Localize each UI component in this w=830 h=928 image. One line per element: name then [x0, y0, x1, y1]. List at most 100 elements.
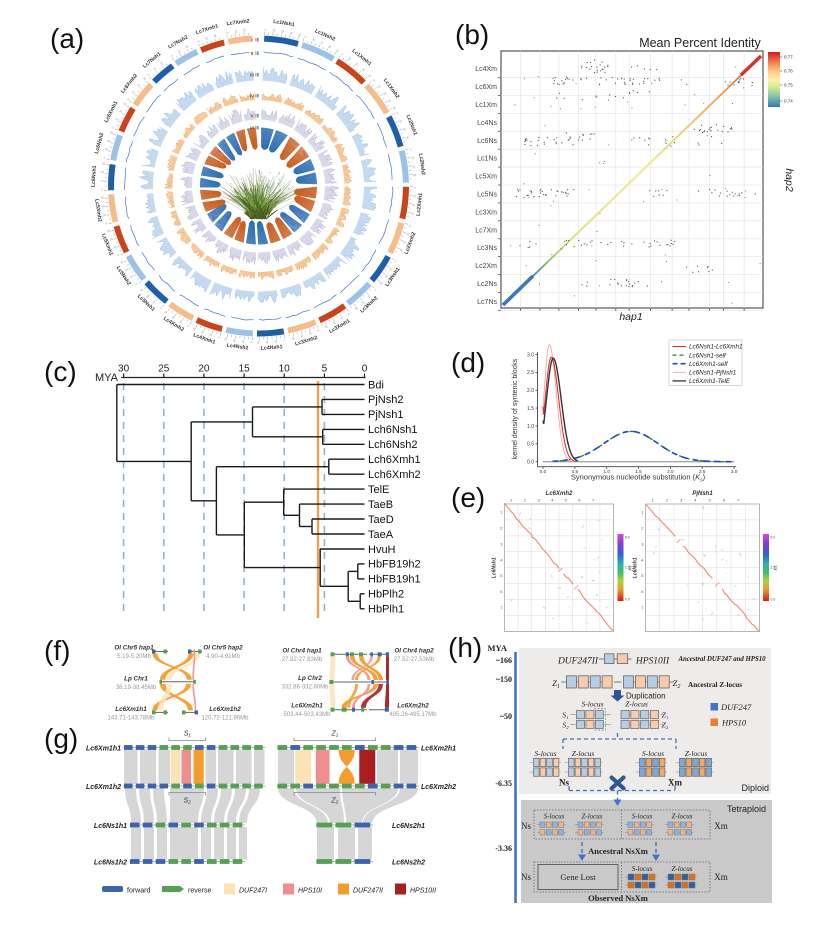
svg-text:Lc6Xm1h1: Lc6Xm1h1 — [115, 706, 147, 713]
svg-text:143.71-143.78Mb: 143.71-143.78Mb — [107, 716, 155, 722]
svg-text:0.0: 0.0 — [771, 598, 776, 602]
svg-text:Lc6Nsh1-Lc6Xmh1: Lc6Nsh1-Lc6Xmh1 — [689, 344, 743, 351]
svg-text:~150: ~150 — [496, 675, 512, 684]
svg-text:HbPlh1: HbPlh1 — [368, 604, 404, 616]
svg-text:Lc7Ns: Lc7Ns — [477, 299, 497, 306]
svg-text:PjNsh1: PjNsh1 — [368, 409, 403, 421]
svg-text:Lc6Xm2h2: Lc6Xm2h2 — [421, 784, 456, 791]
svg-text:Lc6Xmh1-TelE: Lc6Xmh1-TelE — [689, 378, 731, 385]
svg-text:S-locus: S-locus — [544, 813, 565, 821]
svg-text:38.19-38.45Mb: 38.19-38.45Mb — [116, 685, 157, 691]
svg-text:Lch6Nsh2: Lch6Nsh2 — [368, 439, 418, 451]
svg-text:120.72-121.96Mb: 120.72-121.96Mb — [201, 716, 249, 722]
svg-text:Lch6Nsh1: Lch6Nsh1 — [368, 424, 418, 436]
svg-text:V: V — [250, 114, 253, 119]
svg-text:hap1: hap1 — [619, 311, 642, 323]
svg-text:TelE: TelE — [368, 484, 389, 496]
svg-text:Lc3Ns: Lc3Ns — [477, 245, 497, 252]
svg-text:MYA: MYA — [487, 643, 507, 653]
svg-text:Z-locus: Z-locus — [582, 813, 603, 821]
svg-text:TaeD: TaeD — [368, 514, 394, 526]
svg-text:Lc1Xm: Lc1Xm — [475, 102, 497, 109]
svg-text:Z₂: Z₂ — [662, 720, 669, 729]
svg-text:S₁: S₁ — [184, 731, 192, 738]
svg-text:Lc7Xm: Lc7Xm — [475, 227, 497, 234]
svg-text:0.76: 0.76 — [784, 69, 793, 74]
svg-text:-3.36: -3.36 — [495, 844, 512, 853]
svg-text:Lc6Xm1h2: Lc6Xm1h2 — [86, 784, 121, 791]
svg-text:DUF247: DUF247 — [720, 702, 752, 712]
svg-text:Lch6Xmh1: Lch6Xmh1 — [368, 454, 421, 466]
svg-text:kernel density of syntenic blo: kernel density of syntenic blocks — [512, 358, 519, 459]
svg-text:Lc6Nsh1: Lc6Nsh1 — [492, 557, 498, 578]
svg-text:Lc1Ns: Lc1Ns — [477, 156, 497, 163]
svg-text:Z₁: Z₁ — [331, 731, 339, 738]
svg-text:S-locus: S-locus — [534, 749, 556, 758]
svg-text:DUF247II: DUF247II — [557, 657, 599, 667]
svg-text:Ol Chr4 hap2: Ol Chr4 hap2 — [394, 647, 434, 654]
svg-text:Lc6Xm: Lc6Xm — [475, 84, 497, 91]
svg-text:(c): (c) — [44, 356, 77, 387]
svg-text:5: 5 — [322, 364, 328, 375]
svg-text:Lch6Xmh2: Lch6Xmh2 — [368, 469, 421, 481]
svg-text:3.0: 3.0 — [527, 352, 534, 358]
svg-text:HbFB19h2: HbFB19h2 — [368, 559, 421, 571]
svg-text:Lc3Xm: Lc3Xm — [475, 209, 497, 216]
svg-text:Z-locus: Z-locus — [572, 749, 595, 758]
svg-text:-6.35: -6.35 — [495, 779, 512, 788]
svg-text:4.90-4.91Mb: 4.90-4.91Mb — [206, 654, 240, 660]
svg-text:HPS10II: HPS10II — [410, 888, 436, 895]
svg-text:(e): (e) — [451, 482, 485, 513]
svg-text:Lc6Xm2h1: Lc6Xm2h1 — [291, 703, 323, 710]
svg-text:Lc6Xm2h2: Lc6Xm2h2 — [397, 703, 429, 710]
svg-text:Lc5Xm: Lc5Xm — [475, 174, 497, 181]
svg-text:S-locus: S-locus — [632, 813, 653, 821]
svg-text:Ancestral NsXm: Ancestral NsXm — [588, 846, 648, 856]
svg-text:S-locus: S-locus — [632, 865, 653, 873]
svg-text:3.0: 3.0 — [731, 469, 738, 474]
svg-text:Ancestral Z-locus: Ancestral Z-locus — [688, 681, 742, 689]
svg-text:I: I — [251, 38, 252, 43]
svg-text:27.82-27.83Mb: 27.82-27.83Mb — [282, 657, 323, 663]
svg-text:(a): (a) — [50, 23, 84, 54]
svg-text:S-locus: S-locus — [642, 749, 664, 758]
svg-text:Z-locus: Z-locus — [672, 813, 693, 821]
svg-text:Ns: Ns — [521, 821, 531, 831]
svg-text:S-locus: S-locus — [581, 700, 603, 709]
svg-text:2.0: 2.0 — [527, 388, 534, 394]
svg-text:TaeB: TaeB — [368, 499, 393, 511]
svg-text:reverse: reverse — [188, 888, 211, 895]
svg-text:Diploid: Diploid — [741, 783, 769, 793]
svg-text:Lc6Ns2h2: Lc6Ns2h2 — [392, 860, 425, 867]
svg-text:5.0: 5.0 — [771, 536, 776, 540]
svg-text:30: 30 — [118, 364, 130, 375]
svg-text:2.5: 2.5 — [527, 370, 534, 376]
svg-text:Lc6Xm1h1: Lc6Xm1h1 — [86, 746, 121, 753]
svg-text:~50: ~50 — [500, 712, 512, 721]
svg-text:0.74: 0.74 — [784, 99, 793, 104]
svg-text:0.0: 0.0 — [540, 469, 547, 474]
svg-text:Lc4Xm: Lc4Xm — [475, 66, 497, 73]
svg-text:HPS10II: HPS10II — [635, 657, 670, 667]
svg-text:Ancestral DUF247 and HPS10: Ancestral DUF247 and HPS10 — [677, 656, 766, 663]
svg-text:27.52-27.53Mb: 27.52-27.53Mb — [394, 657, 435, 663]
svg-text:(h): (h) — [448, 632, 482, 663]
svg-text:PjNsh1: PjNsh1 — [692, 491, 713, 497]
svg-text:Ol Chr5 hap1: Ol Chr5 hap1 — [114, 645, 154, 652]
svg-text:hap2: hap2 — [783, 168, 795, 192]
svg-text:S₁: S₁ — [562, 711, 569, 720]
svg-text:Ns: Ns — [559, 778, 569, 788]
svg-text:0.5: 0.5 — [527, 442, 534, 448]
svg-text:HPS10I: HPS10I — [298, 888, 322, 895]
svg-text:Ol Chr5 hap2: Ol Chr5 hap2 — [203, 645, 243, 652]
svg-text:Lc6Nsh1-self: Lc6Nsh1-self — [689, 352, 727, 359]
svg-text:Observed NsXm: Observed NsXm — [588, 893, 648, 903]
svg-text:Mean Percent Identity: Mean Percent Identity — [639, 36, 761, 50]
svg-text:20: 20 — [198, 364, 210, 375]
svg-text:III: III — [250, 73, 254, 78]
svg-text:S₂: S₂ — [184, 798, 192, 805]
svg-text:DUF247II: DUF247II — [353, 888, 383, 895]
svg-text:Lc4Ns: Lc4Ns — [477, 120, 497, 127]
svg-text:10: 10 — [279, 364, 291, 375]
svg-text:Lc6Xmh1-self: Lc6Xmh1-self — [689, 361, 729, 368]
